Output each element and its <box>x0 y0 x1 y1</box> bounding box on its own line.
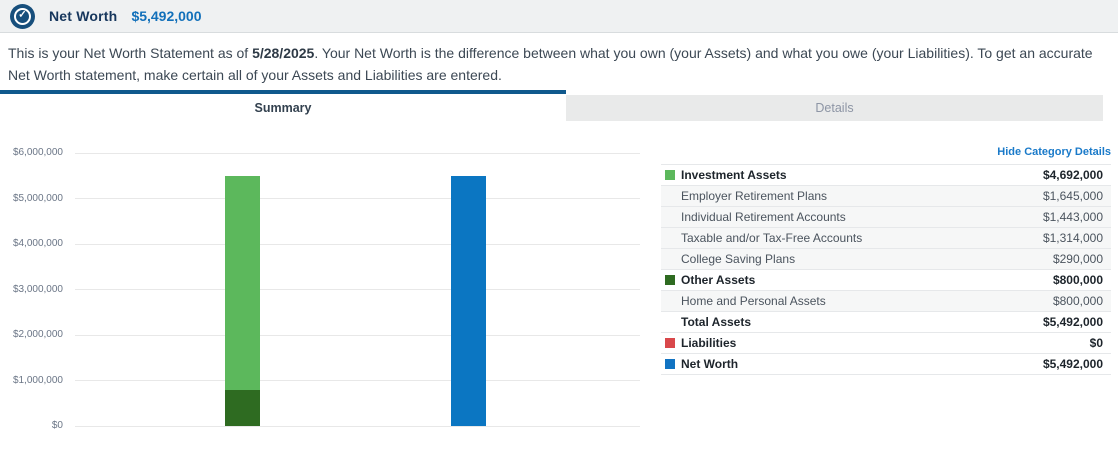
y-axis-tick-label: $4,000,000 <box>12 238 63 249</box>
row-value: $1,443,000 <box>1042 210 1103 224</box>
table-row: Home and Personal Assets $800,000 <box>661 291 1111 312</box>
y-axis-tick-label: $5,000,000 <box>12 192 63 204</box>
row-label: Total Assets <box>681 315 752 329</box>
gridline <box>75 425 640 427</box>
table-row: Employer Retirement Plans $1,645,000 <box>661 186 1111 207</box>
category-swatch-icon <box>665 275 675 285</box>
row-label: Investment Assets <box>681 168 787 182</box>
page-header: ✓ Net Worth $5,492,000 <box>0 0 1118 33</box>
tab-summary[interactable]: Summary <box>0 90 566 121</box>
row-value: $800,000 <box>1052 294 1103 308</box>
tab-summary-label: Summary <box>254 100 312 115</box>
gridline <box>75 198 640 199</box>
gridline <box>75 334 640 336</box>
table-row: Total Assets $5,492,000 <box>661 312 1111 333</box>
bar-segment-other-assets <box>224 389 260 426</box>
gridline <box>75 243 640 245</box>
y-axis-tick-label: $3,000,000 <box>12 283 63 295</box>
check-badge-icon: ✓ <box>10 3 35 29</box>
description-text-pre: This is your Net Worth Statement as of <box>8 45 253 61</box>
y-axis-tick-label: $0 <box>51 420 63 431</box>
row-label: Employer Retirement Plans <box>681 189 828 203</box>
row-value: $1,314,000 <box>1042 231 1103 245</box>
row-label: Home and Personal Assets <box>681 294 826 308</box>
row-label: Taxable and/or Tax-Free Accounts <box>681 231 863 245</box>
category-swatch-icon <box>665 170 675 180</box>
row-value: $5,492,000 <box>1042 357 1103 371</box>
bar-segment-net-worth <box>450 176 486 426</box>
asset-summary-table: Investment Assets $4,692,000 Employer Reti… <box>661 164 1111 375</box>
category-swatch-icon <box>665 338 675 348</box>
bar-segment-investment-assets <box>224 176 260 390</box>
gridline <box>75 380 640 381</box>
y-axis-tick-label: $2,000,000 <box>12 329 63 340</box>
page-title: Net Worth <box>49 8 118 24</box>
net-worth-total: $5,492,000 <box>131 8 202 24</box>
tab-details[interactable]: Details <box>566 95 1103 121</box>
row-value: $800,000 <box>1052 273 1103 287</box>
table-row: College Saving Plans $290,000 <box>661 249 1111 270</box>
row-value: $290,000 <box>1052 252 1103 266</box>
category-swatch-icon <box>665 359 675 369</box>
check-badge-ring: ✓ <box>14 7 31 25</box>
y-axis-tick-label: $6,000,000 <box>12 147 63 158</box>
table-row: Net Worth $5,492,000 <box>661 354 1111 375</box>
row-label: Net Worth <box>681 357 739 371</box>
row-value: $0 <box>1089 336 1103 350</box>
gridline <box>75 289 640 290</box>
description-text-post: . Your Net Worth is the difference betwe… <box>8 45 1093 83</box>
y-axis-tick-label: $1,000,000 <box>12 374 63 386</box>
tab-bar: Summary Details <box>0 90 1103 121</box>
row-label: Liabilities <box>681 336 737 350</box>
row-label: Individual Retirement Accounts <box>681 210 846 224</box>
row-label: College Saving Plans <box>681 252 796 266</box>
check-icon: ✓ <box>18 9 27 21</box>
statement-date: 5/28/2025 <box>252 45 315 61</box>
hide-category-details-link[interactable]: Hide Category Details <box>997 146 1111 158</box>
row-value: $4,692,000 <box>1042 168 1103 182</box>
table-row: Individual Retirement Accounts $1,443,000 <box>661 207 1111 228</box>
net-worth-bar-chart: $0 $1,000,000 $2,000,000 $3,000,000 $4,000,0… <box>13 147 640 431</box>
table-row: Other Assets $800,000 <box>661 270 1111 291</box>
table-row: Liabilities $0 <box>661 333 1111 354</box>
table-row: Investment Assets $4,692,000 <box>661 165 1111 186</box>
row-value: $5,492,000 <box>1042 315 1103 329</box>
gridline <box>75 152 640 154</box>
row-label: Other Assets <box>681 273 756 287</box>
tab-details-label: Details <box>815 101 854 115</box>
row-value: $1,645,000 <box>1042 189 1103 203</box>
table-row: Taxable and/or Tax-Free Accounts $1,314,0… <box>661 228 1111 249</box>
net-worth-description: This is your Net Worth Statement as of 5… <box>8 42 1112 86</box>
